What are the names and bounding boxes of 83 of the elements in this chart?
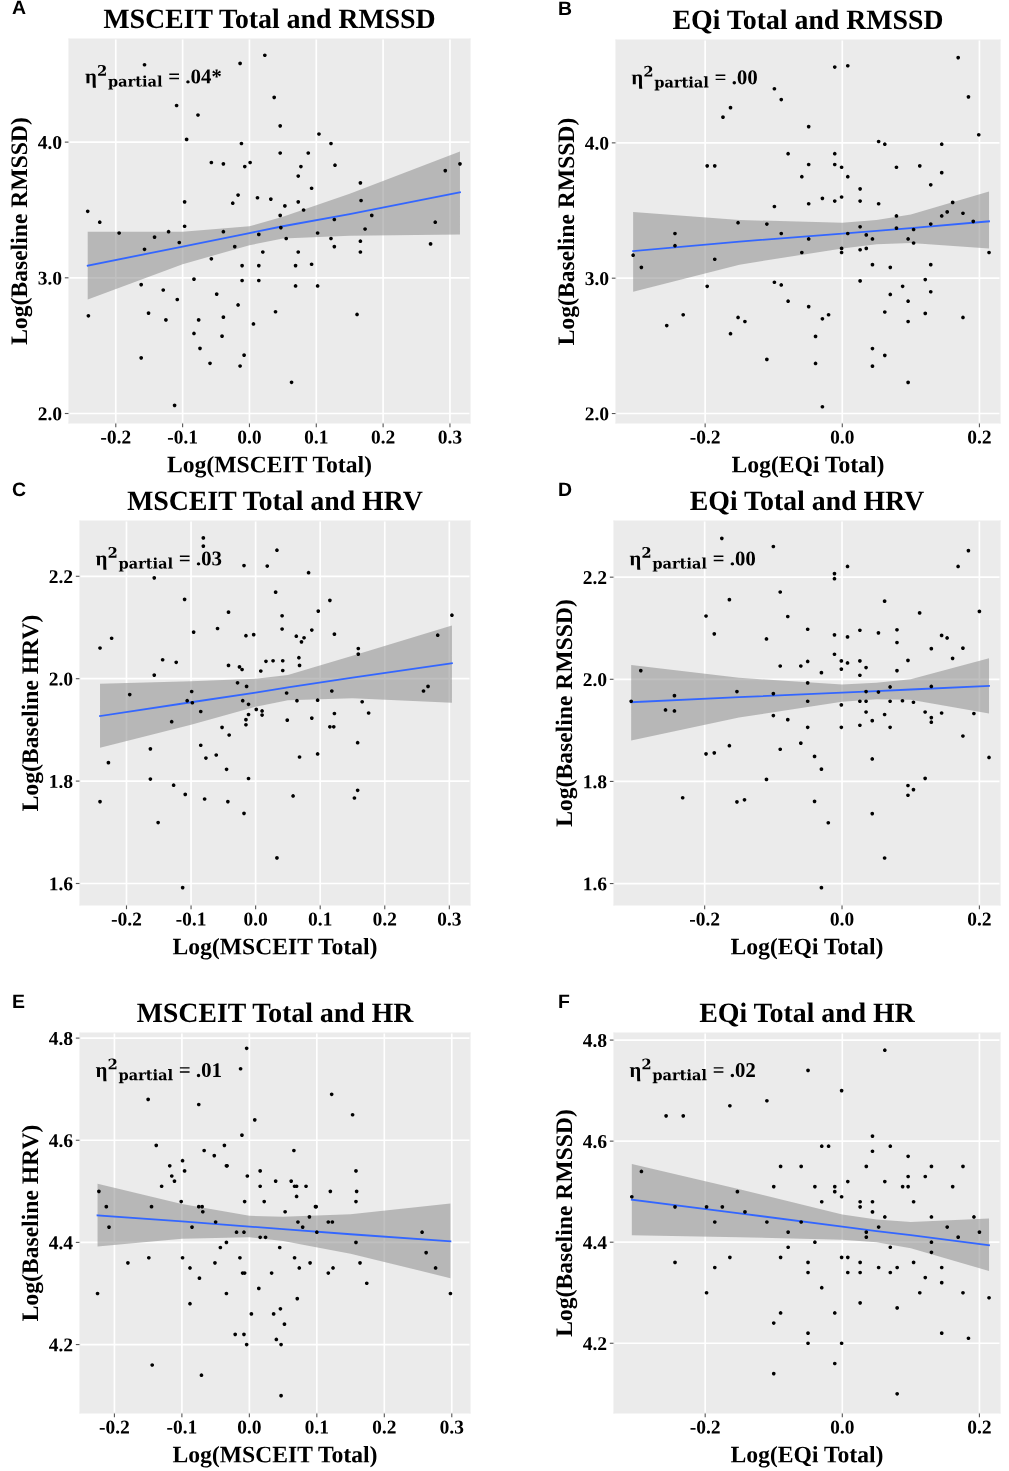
x-tick-label: 0.0 <box>244 912 268 926</box>
y-tick-label: 1.8 <box>584 775 607 789</box>
text: F <box>559 994 570 1009</box>
x-axis-title: Log(EQi Total) <box>730 1445 883 1468</box>
y-tick-label: 2.0 <box>49 672 73 686</box>
x-tick-label: -0.2 <box>690 430 720 444</box>
annotation: η$^{2}$$_{partial}$ = .00 <box>629 546 756 572</box>
text: B <box>559 1 572 16</box>
annotation: η$^{2}$$_{partial}$ = .01 <box>95 1058 221 1084</box>
y-tick-label: 4.6 <box>583 1135 607 1149</box>
y-tick-label: 1.8 <box>50 774 73 789</box>
y-tick-label: 4.2 <box>583 1337 607 1351</box>
x-tick-label: -0.2 <box>690 1420 720 1434</box>
text: D <box>559 482 572 497</box>
x-tick-label: 0.3 <box>440 1420 464 1434</box>
chart-title: MSCEIT Total and HRV <box>127 490 423 511</box>
x-tick-label: 0.3 <box>438 430 462 444</box>
y-tick-label: 4.8 <box>583 1033 607 1048</box>
y-tick-label: 2.2 <box>49 570 73 584</box>
annotation: η$^{2}$$_{partial}$ = .03 <box>95 546 222 572</box>
x-tick-label: -0.1 <box>176 912 206 926</box>
y-axis-title: Log(Baseline RMSSD) <box>555 1110 578 1337</box>
x-tick-label: 0.2 <box>968 1420 991 1434</box>
y-tick-label: 1.6 <box>584 877 607 891</box>
y-tick-label: 4.4 <box>49 1236 73 1250</box>
text: A <box>12 0 26 15</box>
x-tick-label: -0.2 <box>689 912 720 926</box>
y-tick-label: 2.0 <box>583 673 607 687</box>
annotation: η$^{2}$$_{partial}$ = .00 <box>631 65 757 91</box>
x-tick-label: -0.2 <box>111 912 142 926</box>
y-axis-title: Log(Baseline HRV) <box>21 1125 44 1321</box>
line-series <box>86 191 461 267</box>
chart-title: EQi Total and HRV <box>690 490 924 515</box>
y-tick-label: 4.8 <box>49 1031 73 1046</box>
x-tick-label: -0.2 <box>101 430 131 444</box>
chart-title: EQi Total and HR <box>699 1002 915 1027</box>
x-tick-label: 0.2 <box>373 912 397 926</box>
x-tick-label: 0.3 <box>437 912 461 926</box>
x-tick-label: 0.0 <box>830 912 854 926</box>
x-tick-label: -0.1 <box>167 1420 197 1434</box>
y-tick-label: 3.0 <box>585 272 609 286</box>
x-axis-title: Log(MSCEIT Total) <box>172 937 377 960</box>
x-tick-label: 0.2 <box>968 430 991 444</box>
x-tick-label: 0.0 <box>830 430 854 444</box>
x-tick-label: 0.2 <box>372 1420 396 1434</box>
chart-title: EQi Total and RMSSD <box>673 9 943 34</box>
y-axis-title: Log(Baseline RMSSD) <box>557 118 580 345</box>
y-tick-label: 2.0 <box>38 407 62 421</box>
x-tick-label: 0.0 <box>237 1420 261 1434</box>
y-tick-label: 4.0 <box>38 135 62 150</box>
y-tick-label: 4.2 <box>49 1338 73 1352</box>
x-axis-title: Log(MSCEIT Total) <box>167 455 371 478</box>
x-axis-title: Log(MSCEIT Total) <box>172 1445 377 1468</box>
chart-title: MSCEIT Total and RMSSD <box>103 8 435 29</box>
x-tick-label: -0.2 <box>99 1420 129 1434</box>
y-tick-label: 3.0 <box>38 271 62 285</box>
x-tick-label: 0.0 <box>830 1420 854 1434</box>
y-tick-label: 2.2 <box>583 571 607 585</box>
x-tick-label: 0.1 <box>305 1420 328 1434</box>
y-tick-label: 1.6 <box>50 877 73 891</box>
x-tick-label: -0.1 <box>167 430 197 444</box>
y-axis-title: Log(Baseline RMSSD) <box>10 118 33 345</box>
y-axis-title: Log(Baseline RMSSD) <box>555 600 578 827</box>
x-tick-label: 0.2 <box>967 912 991 926</box>
x-axis-title: Log(EQi Total) <box>730 937 883 960</box>
y-axis-title: Log(Baseline HRV) <box>21 615 44 811</box>
x-axis-title: Log(EQi Total) <box>731 455 884 478</box>
line-series <box>630 685 990 704</box>
x-tick-label: 0.1 <box>304 430 328 444</box>
chart-title: MSCEIT Total and HR <box>137 1002 414 1023</box>
y-tick-label: 4.0 <box>585 136 609 150</box>
x-tick-label: 0.1 <box>308 912 332 926</box>
text: C <box>12 482 26 497</box>
y-tick-label: 4.4 <box>583 1236 607 1250</box>
line-series <box>96 1214 452 1243</box>
annotation: η$^{2}$$_{partial}$ = .02 <box>629 1058 755 1084</box>
y-tick-label: 2.0 <box>585 407 609 421</box>
y-tick-label: 4.6 <box>49 1134 73 1148</box>
annotation: η$^{2}$$_{partial}$ = .04* <box>85 64 221 90</box>
x-tick-label: 0.0 <box>238 430 261 444</box>
text: E <box>13 994 25 1009</box>
x-tick-label: 0.2 <box>371 430 395 444</box>
line-series <box>99 662 453 717</box>
